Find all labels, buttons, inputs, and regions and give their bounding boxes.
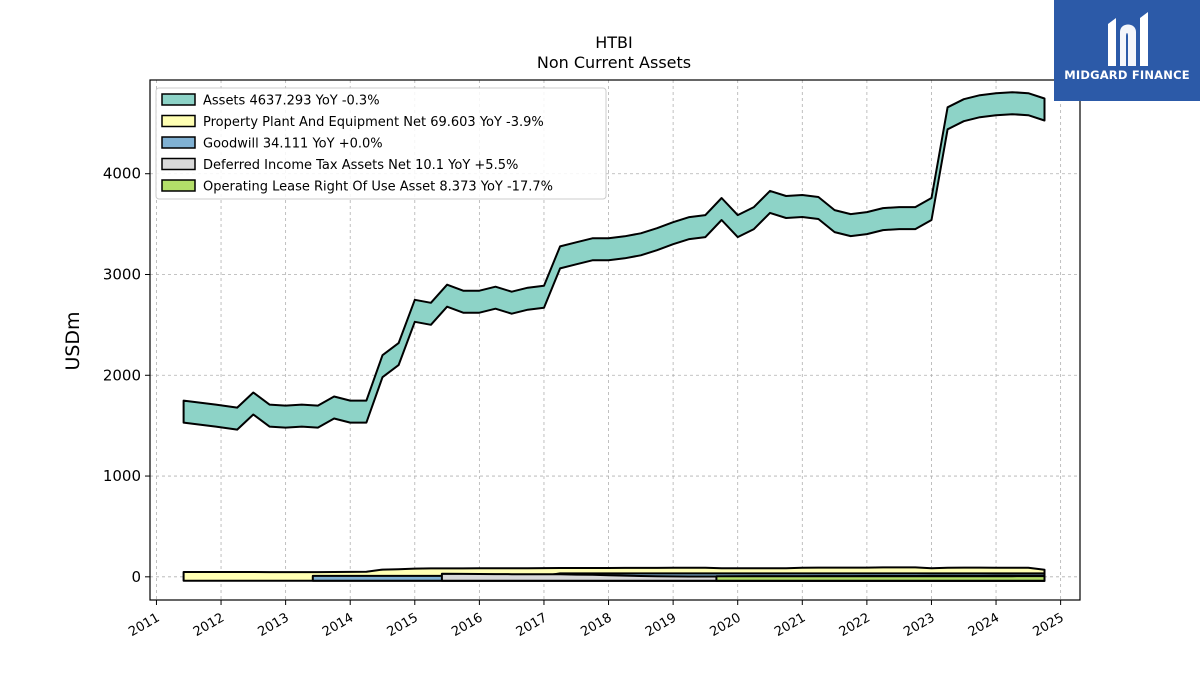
- legend-swatch: [161, 114, 196, 128]
- legend-frame: [155, 87, 607, 200]
- x-tick-label: 2011: [126, 610, 162, 640]
- x-ticks: 2011 2012 2013 2014 2015 2016 2017 2018 2019 2020…: [126, 600, 1067, 640]
- legend-entry: Deferred Income Tax Assets Net 10.1 YoY …: [203, 158, 518, 173]
- y-axis-label: USDm: [62, 311, 84, 370]
- brand-logo: MIDGARD FINANCE: [1054, 0, 1200, 101]
- legend-entry: Operating Lease Right Of Use Asset 8.373…: [203, 180, 553, 195]
- x-tick-label: 2015: [385, 610, 421, 640]
- x-tick-label: 2017: [514, 610, 550, 640]
- x-tick-label: 2020: [708, 610, 744, 640]
- legend-entry: Assets 4637.293 YoY -0.3%: [203, 94, 380, 109]
- y-tick-label: 1000: [103, 467, 141, 485]
- y-tick-label: 2000: [103, 366, 141, 384]
- x-tick-label: 2016: [449, 610, 485, 640]
- logo-text: MIDGARD FINANCE: [1064, 68, 1190, 82]
- x-tick-label: 2018: [578, 610, 614, 640]
- legend-swatch: [161, 93, 196, 106]
- legend-swatch: [161, 157, 196, 171]
- legend-swatch: [161, 136, 196, 149]
- series-band-4: [715, 575, 1046, 582]
- x-tick-label: 2019: [643, 610, 679, 640]
- x-tick-label: 2025: [1030, 610, 1066, 640]
- chart-subtitle: Non Current Assets: [537, 53, 691, 72]
- series-areas: [182, 91, 1046, 582]
- series-band-assets: [182, 91, 1046, 431]
- x-tick-label: 2021: [772, 610, 808, 640]
- y-tick-label: 3000: [103, 265, 141, 283]
- legend-entry: Goodwill 34.111 YoY +0.0%: [203, 137, 383, 152]
- x-tick-label: 2024: [966, 610, 1002, 640]
- y-tick-label: 4000: [103, 165, 141, 183]
- legend-swatch: [161, 179, 196, 192]
- x-tick-label: 2013: [255, 610, 291, 640]
- legend-entry: Property Plant And Equipment Net 69.603 …: [203, 115, 544, 130]
- plot-frame: [149, 79, 1081, 601]
- logo-mark-icon: [1108, 12, 1148, 66]
- legend: Assets 4637.293 YoY -0.3% Property Plant …: [155, 87, 607, 200]
- y-ticks: 0 1000 2000 3000 4000: [103, 165, 150, 586]
- x-tick-label: 2023: [901, 610, 937, 640]
- x-tick-label: 2014: [320, 610, 356, 640]
- x-tick-label: 2022: [837, 610, 873, 640]
- x-tick-label: 2012: [191, 610, 227, 640]
- chart-title: HTBI: [595, 33, 633, 52]
- grid: [150, 80, 1080, 600]
- y-tick-label: 0: [131, 568, 141, 586]
